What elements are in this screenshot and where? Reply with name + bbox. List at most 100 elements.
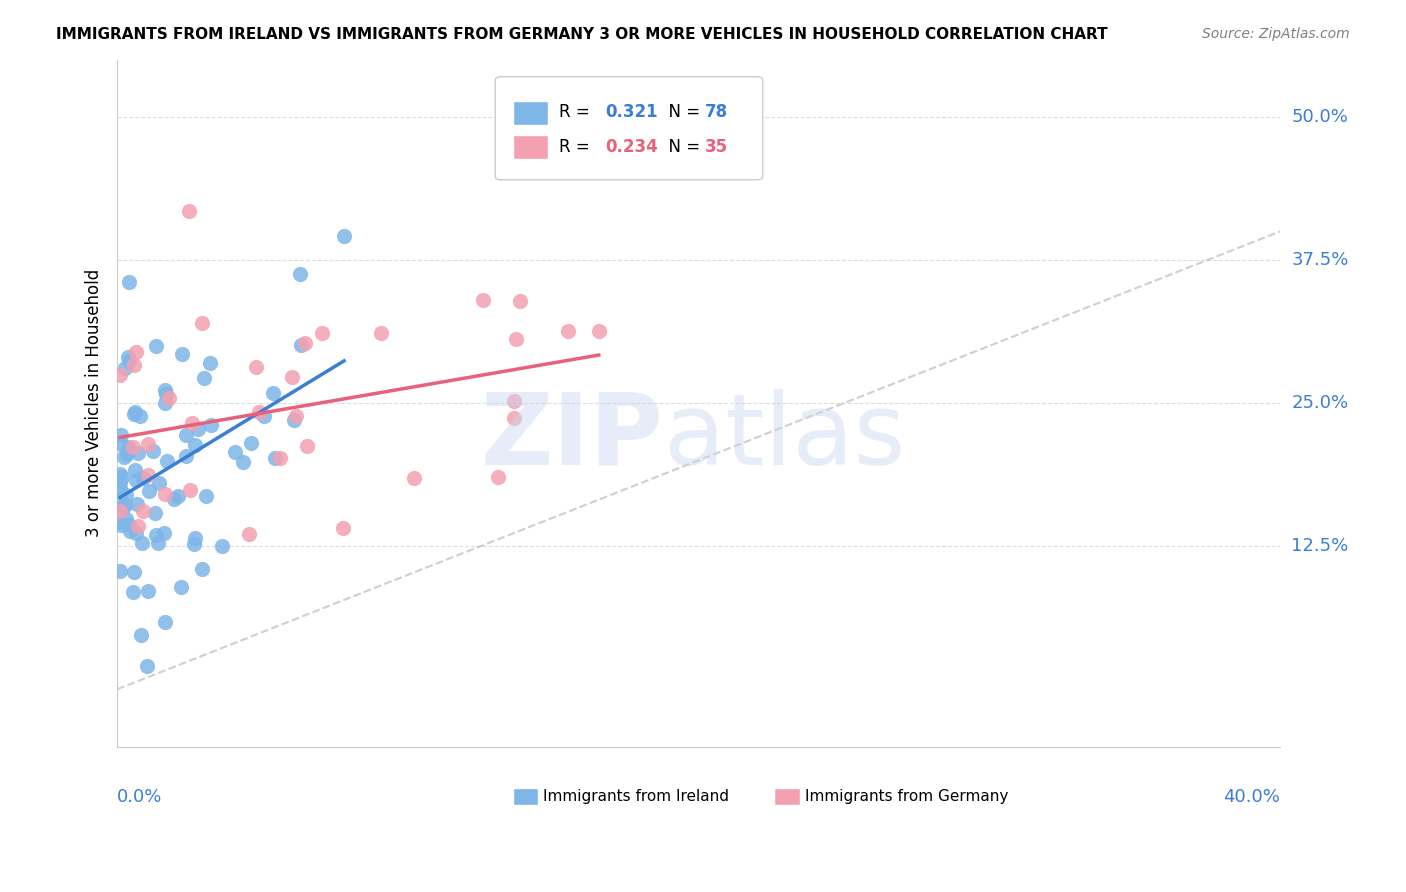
Text: R =: R =	[560, 138, 595, 156]
Y-axis label: 3 or more Vehicles in Household: 3 or more Vehicles in Household	[86, 268, 103, 537]
Point	[125, 344, 148, 359]
Point	[281, 370, 304, 384]
Point	[187, 422, 209, 436]
Point	[183, 531, 205, 545]
Point	[232, 455, 254, 469]
Point	[200, 417, 222, 432]
Point	[290, 338, 312, 352]
Point	[115, 447, 138, 461]
Point	[163, 491, 186, 506]
Point	[136, 468, 159, 483]
FancyBboxPatch shape	[495, 77, 762, 180]
Point	[122, 359, 145, 373]
Point	[108, 491, 131, 505]
Point	[245, 359, 267, 374]
Point	[136, 437, 159, 451]
Point	[118, 517, 141, 532]
Point	[117, 444, 139, 458]
Point	[472, 293, 495, 307]
Point	[402, 471, 425, 485]
Point	[239, 436, 262, 450]
Point	[238, 527, 260, 541]
Point	[138, 483, 160, 498]
Point	[146, 536, 169, 550]
Point	[211, 539, 233, 553]
Point	[115, 488, 138, 502]
Point	[132, 471, 155, 485]
Point	[253, 409, 276, 424]
Point	[170, 347, 193, 361]
Text: 35: 35	[704, 138, 728, 156]
Point	[132, 504, 155, 518]
Point	[124, 408, 146, 422]
Point	[121, 440, 143, 454]
Text: Immigrants from Ireland: Immigrants from Ireland	[543, 789, 728, 805]
Point	[122, 565, 145, 579]
Point	[145, 528, 167, 542]
Text: 50.0%: 50.0%	[1292, 108, 1348, 126]
Point	[131, 535, 153, 549]
Point	[145, 338, 167, 352]
Point	[370, 326, 392, 340]
Point	[170, 580, 193, 594]
Point	[174, 428, 197, 442]
Point	[108, 504, 131, 518]
Point	[191, 316, 214, 330]
Point	[486, 470, 509, 484]
Point	[129, 628, 152, 642]
Point	[110, 428, 132, 442]
Point	[153, 383, 176, 397]
FancyBboxPatch shape	[513, 788, 538, 805]
Point	[111, 500, 134, 515]
Point	[181, 416, 204, 430]
Point	[125, 526, 148, 541]
Point	[179, 483, 201, 498]
Text: 0.234: 0.234	[606, 138, 658, 156]
Point	[110, 517, 132, 532]
Point	[224, 445, 246, 459]
Text: IMMIGRANTS FROM IRELAND VS IMMIGRANTS FROM GERMANY 3 OR MORE VEHICLES IN HOUSEHO: IMMIGRANTS FROM IRELAND VS IMMIGRANTS FR…	[56, 27, 1108, 42]
Point	[294, 336, 316, 351]
Point	[157, 391, 180, 405]
Text: Immigrants from Germany: Immigrants from Germany	[804, 789, 1008, 805]
Point	[297, 439, 319, 453]
Point	[285, 409, 308, 424]
Text: N =: N =	[658, 138, 706, 156]
FancyBboxPatch shape	[513, 101, 547, 125]
Text: 25.0%: 25.0%	[1292, 394, 1348, 412]
FancyBboxPatch shape	[775, 788, 800, 805]
Point	[114, 361, 136, 376]
Point	[136, 583, 159, 598]
Point	[148, 476, 170, 491]
Text: 40.0%: 40.0%	[1223, 788, 1281, 805]
Point	[183, 537, 205, 551]
Point	[125, 473, 148, 487]
Text: 12.5%: 12.5%	[1292, 537, 1348, 555]
Point	[112, 450, 135, 465]
Text: R =: R =	[560, 103, 595, 121]
Point	[108, 516, 131, 530]
Text: Source: ZipAtlas.com: Source: ZipAtlas.com	[1202, 27, 1350, 41]
Point	[311, 326, 333, 340]
Point	[247, 405, 270, 419]
Point	[198, 355, 221, 369]
Point	[332, 521, 354, 535]
Point	[194, 489, 217, 503]
Point	[503, 410, 526, 425]
Point	[503, 394, 526, 409]
Point	[155, 396, 177, 410]
Point	[124, 404, 146, 418]
Point	[108, 481, 131, 495]
Point	[117, 275, 139, 289]
Point	[110, 437, 132, 451]
Point	[127, 445, 149, 459]
Point	[155, 387, 177, 401]
Point	[588, 324, 610, 338]
Point	[115, 512, 138, 526]
Point	[505, 332, 527, 346]
Point	[153, 615, 176, 629]
Point	[135, 659, 157, 673]
Point	[155, 487, 177, 501]
Point	[166, 489, 188, 503]
Point	[127, 519, 149, 533]
